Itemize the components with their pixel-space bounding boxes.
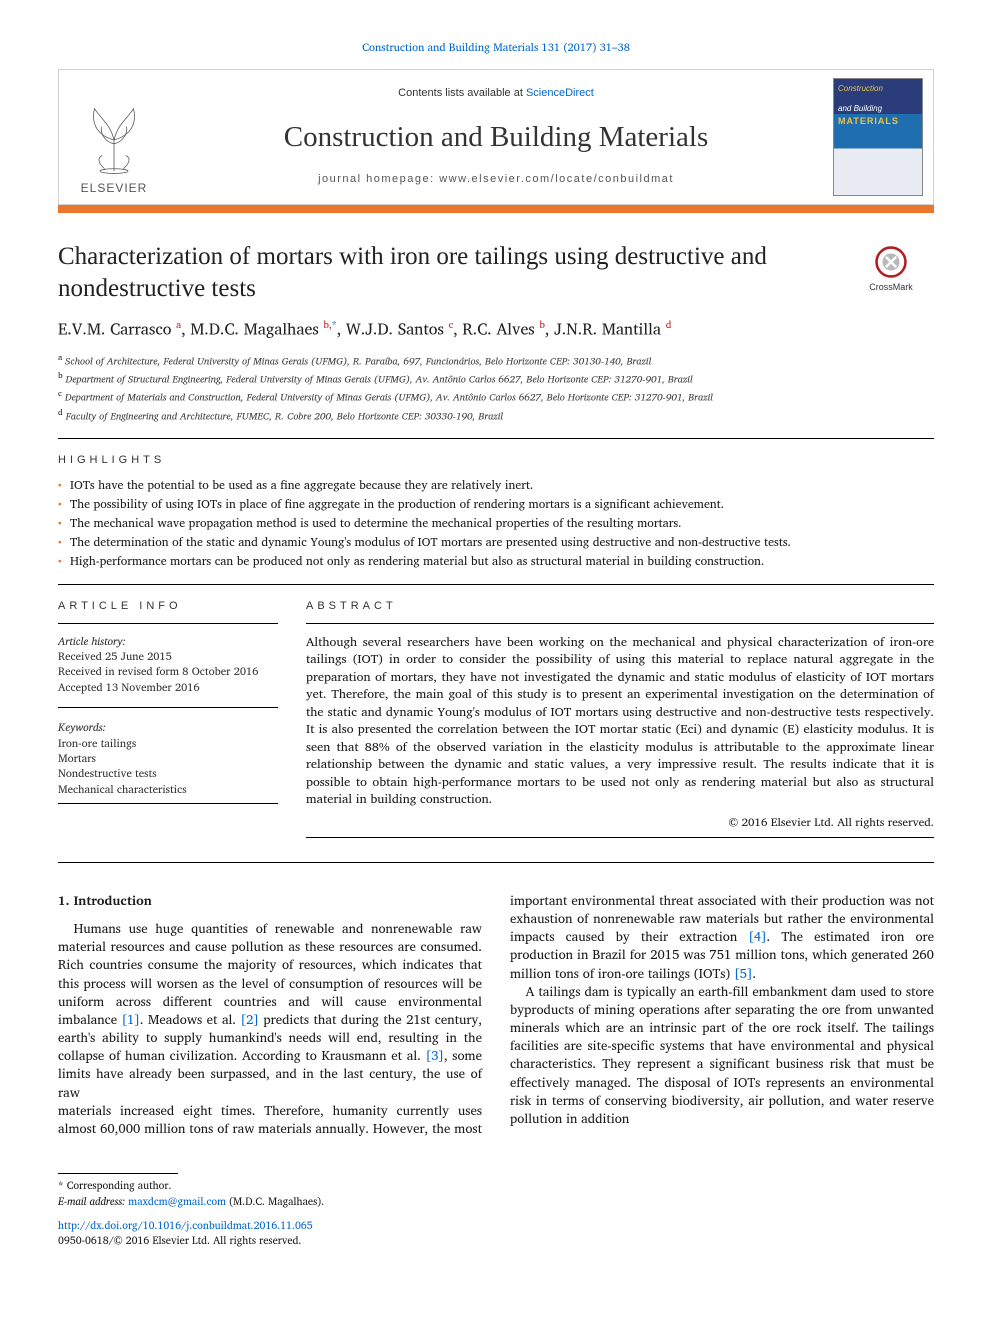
footnotes: * Corresponding author. E-mail address: …: [58, 1173, 934, 1208]
affiliation: b Department of Structural Engineering, …: [58, 369, 934, 387]
doi-block: http://dx.doi.org/10.1016/j.conbuildmat.…: [58, 1218, 934, 1247]
author-list: E.V.M. Carrasco a, M.D.C. Magalhaes b,*,…: [58, 318, 934, 341]
affiliation: a School of Architecture, Federal Univer…: [58, 351, 934, 369]
cover-line1: Construction: [838, 83, 918, 94]
highlight-item: High-performance mortars can be produced…: [58, 554, 934, 571]
contents-line: Contents lists available at ScienceDirec…: [177, 86, 815, 101]
divider: [306, 623, 934, 624]
issn-line: 0950-0618/© 2016 Elsevier Ltd. All right…: [58, 1231, 301, 1249]
divider: [58, 862, 934, 863]
affiliations: a School of Architecture, Federal Univer…: [58, 351, 934, 424]
divider: [58, 803, 278, 804]
article-history: Article history: Received 25 June 2015 R…: [58, 634, 278, 696]
crossmark-label: CrossMark: [869, 282, 913, 292]
section-heading: 1. Introduction: [58, 891, 482, 909]
abstract-text: Although several researchers have been w…: [306, 634, 934, 809]
cover-line2: and Building: [838, 103, 918, 114]
footnote-rule: [58, 1173, 178, 1174]
body-paragraph: A tailings dam is typically an earth-fil…: [510, 982, 934, 1128]
divider: [306, 837, 934, 838]
copyright-line: © 2016 Elsevier Ltd. All rights reserved…: [306, 815, 934, 831]
keywords-list: Iron-ore tailings Mortars Nondestructive…: [58, 736, 278, 798]
highlight-item: The mechanical wave propagation method i…: [58, 516, 934, 533]
body-paragraph: Humans use huge quantities of renewable …: [58, 919, 482, 1101]
email-who: (M.D.C. Magalhaes).: [229, 1192, 324, 1210]
divider: [58, 438, 934, 439]
article-title: Characterization of mortars with iron or…: [58, 241, 836, 304]
cover-line3: MATERIALS: [838, 115, 918, 128]
elsevier-tree-icon: [74, 96, 154, 176]
divider: [58, 584, 934, 585]
highlight-item: The possibility of using IOTs in place o…: [58, 497, 934, 514]
highlight-item: The determination of the static and dyna…: [58, 535, 934, 552]
sciencedirect-link[interactable]: ScienceDirect: [526, 87, 594, 99]
crossmark-badge[interactable]: CrossMark: [848, 245, 934, 294]
history-item: Accepted 13 November 2016: [58, 680, 278, 695]
crossmark-icon: [874, 245, 908, 279]
divider: [58, 707, 278, 708]
running-citation: Construction and Building Materials 131 …: [58, 40, 934, 55]
abstract-heading: ABSTRACT: [306, 599, 934, 614]
journal-name: Construction and Building Materials: [177, 117, 815, 158]
journal-homepage: journal homepage: www.elsevier.com/locat…: [177, 172, 815, 187]
body-columns: 1. Introduction Humans use huge quantiti…: [58, 891, 934, 1137]
divider: [58, 623, 278, 624]
contents-prefix: Contents lists available at: [398, 87, 526, 99]
article-info-heading: ARTICLE INFO: [58, 599, 278, 614]
publisher-logo-block: ELSEVIER: [59, 70, 169, 204]
highlights-heading: HIGHLIGHTS: [58, 453, 934, 468]
email-label: E-mail address:: [58, 1192, 125, 1210]
highlights-list: IOTs have the potential to be used as a …: [58, 478, 934, 570]
accent-rule: [58, 205, 934, 213]
highlight-item: IOTs have the potential to be used as a …: [58, 478, 934, 495]
affiliation: c Department of Materials and Constructi…: [58, 387, 934, 405]
publisher-name: ELSEVIER: [81, 180, 148, 197]
author-email-link[interactable]: maxdcm@gmail.com: [128, 1192, 226, 1210]
journal-header-card: ELSEVIER Contents lists available at Sci…: [58, 69, 934, 205]
affiliation: d Faculty of Engineering and Architectur…: [58, 406, 934, 424]
journal-cover-thumb: Construction and Building MATERIALS: [833, 78, 923, 196]
keyword: Mechanical characteristics: [58, 782, 278, 797]
